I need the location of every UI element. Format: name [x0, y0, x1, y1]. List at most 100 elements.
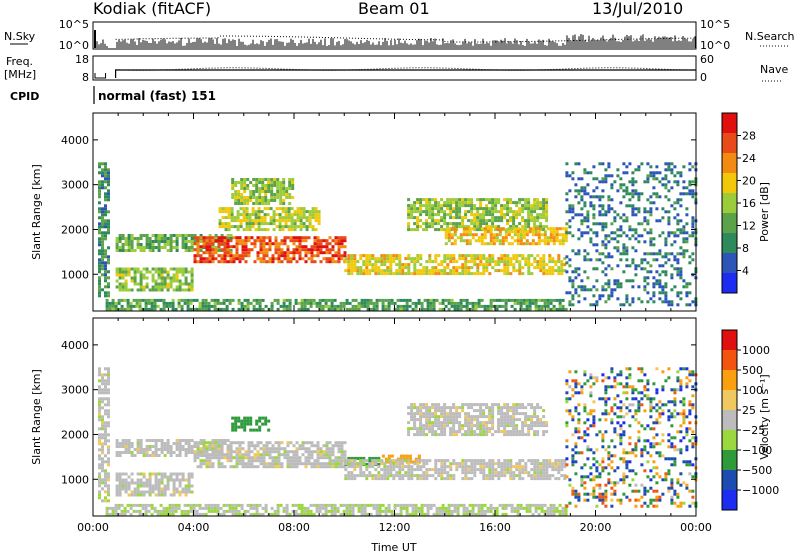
- velocity-cell-band-3: [242, 462, 245, 465]
- power-cell-band-10: [661, 285, 664, 288]
- power-cell-band-1: [179, 271, 182, 274]
- power-cell-band-9: [496, 299, 499, 302]
- velocity-cell-band-8: [395, 459, 398, 462]
- velocity-cell-band-2: [158, 448, 161, 451]
- power-cell-band-5: [279, 193, 282, 196]
- velocity-cell-band-3: [257, 465, 260, 468]
- velocity-cell-band-2: [173, 442, 176, 445]
- velocity-cell-band-6: [500, 418, 503, 421]
- power-cell-band-9: [247, 305, 250, 308]
- power-cell-band-6: [362, 260, 365, 263]
- velocity-cell-band-4: [231, 426, 234, 429]
- power-cell-band-2: [131, 249, 134, 252]
- power-cell-band-7: [539, 204, 542, 207]
- power-cell-band-10: [631, 207, 634, 210]
- velocity-cell-band-8: [350, 459, 353, 462]
- power-cell-band-10: [682, 231, 685, 234]
- power-cell-band-5: [240, 202, 243, 205]
- velocity-cell-band-6: [434, 412, 437, 415]
- velocity-cell-band-1: [161, 473, 164, 476]
- power-cell-band-5: [273, 193, 276, 196]
- velocity-cell-band-1: [167, 479, 170, 482]
- velocity-cell-band-0: [101, 451, 104, 454]
- power-cell-band-8: [523, 230, 526, 233]
- power-cell-band-1: [167, 283, 170, 286]
- power-cell-band-3: [299, 242, 302, 245]
- velocity-cell-band-4: [234, 420, 237, 423]
- power-cell-band-7: [476, 210, 479, 213]
- power-cell-band-0: [98, 237, 101, 240]
- power-cell-band-2: [149, 246, 152, 249]
- power-cell-band-4: [303, 207, 306, 210]
- velocity-cell-band-2: [125, 439, 128, 442]
- power-cell-band-6: [515, 260, 518, 263]
- power-cell-band-8: [517, 236, 520, 239]
- velocity-cell-band-0: [107, 499, 110, 502]
- power-cell-band-10: [667, 216, 670, 219]
- power-cell-band-6: [428, 269, 431, 272]
- power-cell-band-0: [104, 291, 107, 294]
- power-cell-band-10: [616, 246, 619, 249]
- power-cell-band-7: [482, 207, 485, 210]
- power-cell-band-10: [607, 198, 610, 201]
- power-cell-band-2: [173, 234, 176, 237]
- velocity-cell-band-3: [281, 447, 284, 450]
- power-cell-band-8: [502, 236, 505, 239]
- power-cell-band-6: [353, 269, 356, 272]
- power-cell-band-7: [455, 222, 458, 225]
- power-cell-band-1: [128, 289, 131, 292]
- power-cell-band-9: [238, 302, 241, 305]
- power-cell-band-3: [200, 260, 203, 263]
- velocity-cell-band-2: [158, 454, 161, 457]
- power-cell-band-3: [239, 254, 242, 257]
- velocity-cell-band-3: [299, 456, 302, 459]
- velocity-cell-band-8: [350, 474, 353, 477]
- power-cell-band-5: [243, 196, 246, 199]
- velocity-cell-band-3: [293, 465, 296, 468]
- velocity-cell-band-6: [407, 421, 410, 424]
- velocity-cell-band-8: [422, 474, 425, 477]
- power-cell-band-8: [547, 239, 550, 242]
- velocity-cell-band-8: [389, 468, 392, 471]
- power-cell-band-5: [282, 199, 285, 202]
- velocity-cell-band-2: [131, 442, 134, 445]
- power-cell-band-7: [518, 213, 521, 216]
- velocity-cell-band-0: [98, 433, 101, 436]
- power-cell-band-3: [263, 239, 266, 242]
- velocity-cell-band-6: [473, 418, 476, 421]
- velocity-cell-band-8: [377, 471, 380, 474]
- velocity-cell-band-3: [245, 450, 248, 453]
- nsearch-tick-bottom: 10^0: [700, 39, 730, 52]
- power-cell-band-10: [589, 240, 592, 243]
- power-cell-band-6: [488, 260, 491, 263]
- power-cell-band-3: [269, 248, 272, 251]
- velocity-cell-band-6: [443, 427, 446, 430]
- power-cell-band-3: [203, 260, 206, 263]
- velocity-cell-band-8: [398, 459, 401, 462]
- power-cell-band-7: [431, 225, 434, 228]
- power-cell-band-10: [583, 297, 586, 300]
- power-cell-band-6: [488, 263, 491, 266]
- velocity-cell-band-2: [128, 448, 131, 451]
- power-cell-band-8: [535, 242, 538, 245]
- power-cell-band-9: [367, 302, 370, 305]
- power-cell-band-1: [176, 286, 179, 289]
- velocity-cell-band-3: [251, 444, 254, 447]
- power-cell-band-7: [545, 216, 548, 219]
- power-cell-band-2: [122, 249, 125, 252]
- power-cell-band-6: [359, 257, 362, 260]
- power-cell-band-6: [539, 263, 542, 266]
- power-cell-band-2: [143, 234, 146, 237]
- power-cell-band-3: [245, 242, 248, 245]
- power-cell-band-7: [437, 219, 440, 222]
- velocity-cell-band-6: [485, 403, 488, 406]
- velocity-cell-band-6: [473, 433, 476, 436]
- velocity-cell-band-3: [248, 447, 251, 450]
- velocity-cell-band-8: [446, 474, 449, 477]
- power-cell-band-2: [188, 249, 191, 252]
- power-cell-band-9: [550, 299, 553, 302]
- power-cell-band-8: [553, 227, 556, 230]
- power-cell-band-4: [288, 210, 291, 213]
- power-cell-band-10: [622, 231, 625, 234]
